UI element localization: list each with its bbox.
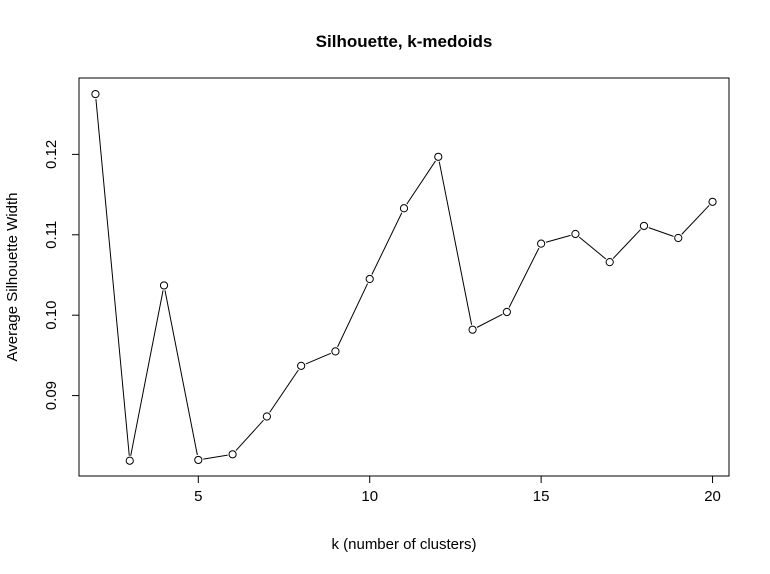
series-line-segment: [95, 99, 130, 456]
x-axis-label: k (number of clusters): [331, 536, 476, 553]
series-line-segment: [578, 236, 607, 260]
data-point: [91, 89, 100, 99]
x-axis: 5 10 15 20: [194, 475, 721, 505]
plot-frame: [78, 77, 730, 477]
y-tick-label: 0.09: [43, 381, 60, 410]
data-point: [502, 307, 511, 317]
data-point: [125, 456, 134, 465]
series-line-segment: [235, 419, 264, 451]
series-line-segment: [269, 369, 299, 413]
data-point: [262, 412, 271, 421]
series-line-segment: [406, 160, 436, 205]
data-point: [159, 281, 169, 290]
x-tick-label: 5: [194, 488, 202, 505]
y-axis-label: Average Silhouette Width: [4, 193, 21, 362]
y-axis: 0.09 0.10 0.11 0.12: [43, 140, 80, 410]
series-line-segment: [681, 205, 710, 235]
data-point: [639, 221, 649, 231]
x-tick-label: 10: [361, 488, 378, 505]
data-point: [365, 274, 374, 284]
x-tick-label: 20: [704, 488, 721, 505]
series-line-segment: [337, 283, 369, 348]
data-point: [674, 233, 683, 243]
series-line-segment: [203, 454, 228, 460]
series-line-segment: [476, 313, 503, 328]
series-line-segment: [508, 247, 540, 308]
y-tick-label: 0.11: [43, 221, 60, 249]
y-tick-label: 0.12: [43, 140, 60, 169]
series-group: [91, 89, 717, 465]
series-line-segment: [305, 352, 332, 365]
data-point: [331, 347, 340, 356]
data-point: [571, 229, 580, 239]
series-line-segment: [612, 229, 641, 259]
data-point: [297, 361, 306, 370]
data-point: [228, 450, 237, 459]
series-line-segment: [371, 212, 403, 275]
data-point: [708, 197, 717, 206]
data-point: [468, 325, 477, 334]
y-tick-label: 0.10: [43, 301, 60, 330]
data-point: [399, 204, 409, 213]
data-point: [605, 258, 614, 267]
series-line-segment: [545, 234, 571, 243]
data-point: [194, 455, 203, 465]
x-tick-label: 15: [533, 488, 550, 505]
data-point: [434, 152, 443, 161]
series-line-segment: [164, 290, 198, 456]
series-line-segment: [648, 227, 674, 237]
series-line-segment: [438, 161, 473, 325]
chart-title: Silhouette, k-medoids: [316, 32, 493, 51]
data-point: [537, 239, 546, 248]
series-line-segment: [130, 290, 164, 456]
